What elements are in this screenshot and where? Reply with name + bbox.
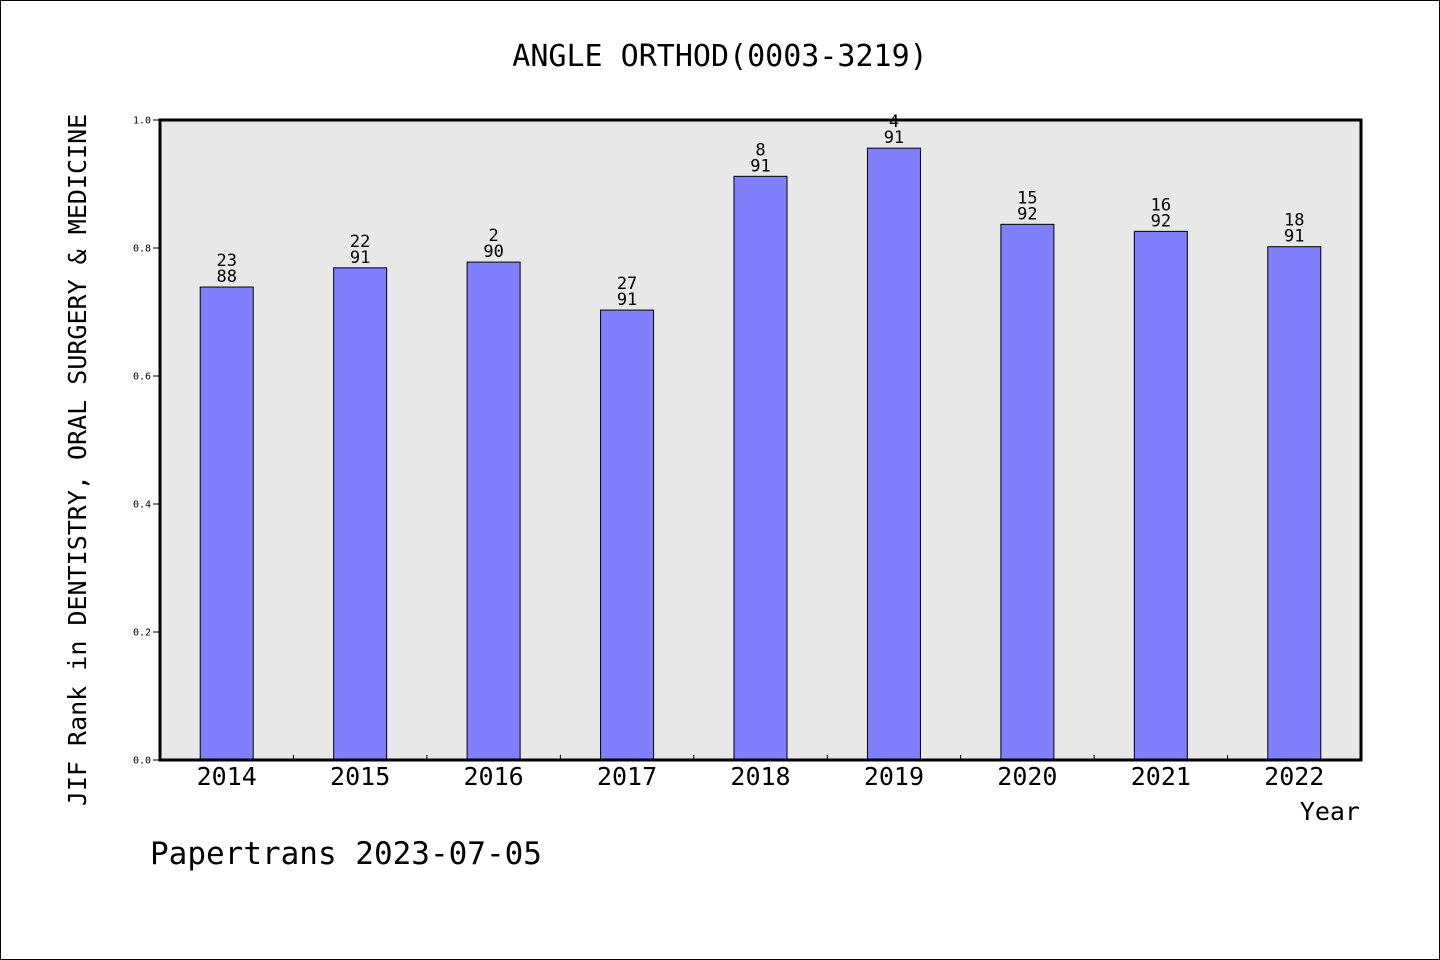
plot-border bbox=[158, 118, 1363, 762]
bar-total-label: 91 bbox=[617, 290, 637, 310]
bar-total-label: 92 bbox=[1017, 204, 1037, 224]
y-axis-label: JIF Rank in DENTISTRY, ORAL SURGERY & ME… bbox=[63, 114, 92, 806]
bar-rank-label: 16 bbox=[1151, 195, 1171, 215]
x-tick-label: 2022 bbox=[1264, 762, 1324, 791]
bar-2020 bbox=[1000, 223, 1055, 761]
bar-total-label: 91 bbox=[1284, 227, 1304, 247]
bar-total-label: 91 bbox=[750, 156, 770, 176]
bar-2021 bbox=[1133, 230, 1188, 761]
bar-2014 bbox=[199, 286, 254, 761]
bar-total-label: 91 bbox=[884, 128, 904, 148]
bar-rank-label: 23 bbox=[216, 251, 236, 271]
bar-rank-label: 2 bbox=[488, 226, 498, 246]
y-tick-label: 0.4 bbox=[133, 500, 151, 511]
bar-2017 bbox=[600, 309, 655, 761]
x-tick-label: 2021 bbox=[1131, 762, 1191, 791]
x-tick-label: 2020 bbox=[997, 762, 1057, 791]
footer-credit: Papertrans 2023-07-05 bbox=[150, 836, 542, 872]
bar-2016 bbox=[466, 261, 521, 761]
bar-rank-label: 18 bbox=[1284, 211, 1304, 231]
bar-total-label: 88 bbox=[216, 267, 236, 287]
bar-total-label: 92 bbox=[1151, 211, 1171, 231]
x-tick-label: 2017 bbox=[597, 762, 657, 791]
bar-2015 bbox=[333, 267, 388, 761]
x-axis: 2014 2015 2016 2017 2018 2019 2020 2021 2022 bbox=[197, 755, 1324, 791]
y-axis: 0.0 0.2 0.4 0.6 0.8 1.0 bbox=[133, 116, 160, 767]
x-tick-label: 2015 bbox=[330, 762, 390, 791]
y-tick-label: 0.6 bbox=[133, 372, 151, 383]
x-tick-label: 2019 bbox=[864, 762, 924, 791]
bar-2022 bbox=[1267, 246, 1322, 761]
y-tick-label: 0.2 bbox=[133, 628, 151, 639]
bar-total-label: 91 bbox=[350, 248, 370, 268]
y-tick-label: 0.8 bbox=[133, 244, 151, 255]
bar-total-label: 90 bbox=[483, 242, 503, 262]
y-tick-label: 1.0 bbox=[133, 116, 151, 127]
bars-group bbox=[199, 147, 1322, 761]
x-tick-label: 2016 bbox=[464, 762, 524, 791]
bar-2019 bbox=[866, 147, 921, 761]
bar-2018 bbox=[733, 175, 788, 761]
bar-rank-label: 15 bbox=[1017, 188, 1037, 208]
bar-rank-label: 4 bbox=[889, 112, 899, 132]
x-tick-label: 2018 bbox=[730, 762, 790, 791]
y-tick-label: 0.0 bbox=[133, 756, 151, 767]
x-axis-label: Year bbox=[1300, 797, 1360, 826]
chart-title: ANGLE ORTHOD(0003-3219) bbox=[512, 39, 927, 74]
bar-rank-label: 8 bbox=[755, 140, 765, 160]
bar-rank-label: 27 bbox=[617, 274, 637, 294]
x-tick-label: 2014 bbox=[197, 762, 257, 791]
bar-rank-label: 22 bbox=[350, 232, 370, 252]
